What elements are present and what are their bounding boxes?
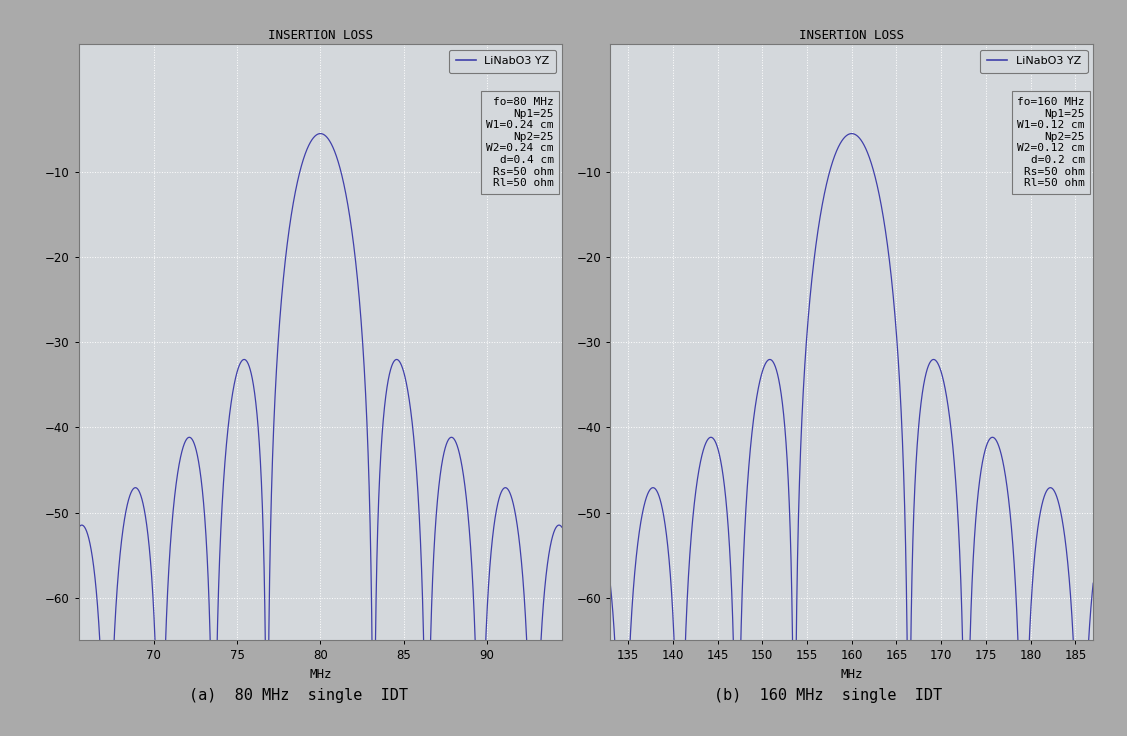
Text: fo=80 MHz
Np1=25
W1=0.24 cm
Np2=25
W2=0.24 cm
d=0.4 cm
Rs=50 ohm
Rl=50 ohm: fo=80 MHz Np1=25 W1=0.24 cm Np2=25 W2=0.… xyxy=(486,97,553,188)
Text: fo=160 MHz
Np1=25
W1=0.12 cm
Np2=25
W2=0.12 cm
d=0.2 cm
Rs=50 ohm
Rl=50 ohm: fo=160 MHz Np1=25 W1=0.12 cm Np2=25 W2=0… xyxy=(1018,97,1085,188)
Title: INSERTION LOSS: INSERTION LOSS xyxy=(268,29,373,42)
Text: (a)  80 MHz  single  IDT: (a) 80 MHz single IDT xyxy=(189,688,408,703)
X-axis label: MHz: MHz xyxy=(309,668,331,681)
Legend: LiNabO3 YZ: LiNabO3 YZ xyxy=(449,50,557,73)
Title: INSERTION LOSS: INSERTION LOSS xyxy=(799,29,904,42)
Legend: LiNabO3 YZ: LiNabO3 YZ xyxy=(980,50,1088,73)
Text: (b)  160 MHz  single  IDT: (b) 160 MHz single IDT xyxy=(715,688,942,703)
X-axis label: MHz: MHz xyxy=(841,668,863,681)
